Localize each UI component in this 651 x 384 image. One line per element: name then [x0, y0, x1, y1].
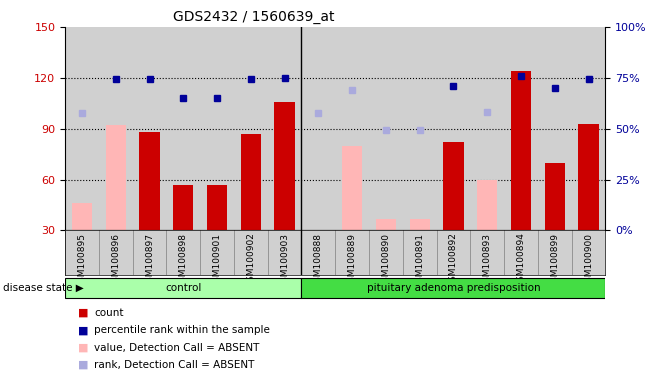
Text: control: control: [165, 283, 202, 293]
Text: GSM100896: GSM100896: [111, 233, 120, 288]
Text: GSM100890: GSM100890: [381, 233, 391, 288]
Bar: [545, 162, 565, 230]
Text: GSM100895: GSM100895: [77, 233, 87, 288]
Text: percentile rank within the sample: percentile rank within the sample: [94, 325, 270, 335]
Text: GSM100892: GSM100892: [449, 233, 458, 288]
Bar: [275, 101, 295, 230]
Bar: [65, 278, 301, 298]
Text: GSM100894: GSM100894: [516, 233, 525, 288]
Text: pituitary adenoma predisposition: pituitary adenoma predisposition: [367, 283, 540, 293]
Text: GSM100893: GSM100893: [483, 233, 492, 288]
Text: GSM100899: GSM100899: [550, 233, 559, 288]
Text: GSM100891: GSM100891: [415, 233, 424, 288]
Text: rank, Detection Call = ABSENT: rank, Detection Call = ABSENT: [94, 360, 255, 370]
Text: ■: ■: [78, 308, 89, 318]
Bar: [139, 132, 159, 230]
Bar: [342, 146, 363, 230]
Text: GSM100902: GSM100902: [246, 233, 255, 288]
Text: ■: ■: [78, 360, 89, 370]
Text: GSM100889: GSM100889: [348, 233, 357, 288]
Text: value, Detection Call = ABSENT: value, Detection Call = ABSENT: [94, 343, 260, 353]
Bar: [511, 71, 531, 230]
Bar: [207, 185, 227, 230]
Bar: [578, 124, 599, 230]
Bar: [443, 142, 464, 230]
Bar: [376, 218, 396, 230]
Text: GSM100897: GSM100897: [145, 233, 154, 288]
Text: ■: ■: [78, 343, 89, 353]
Text: GSM100900: GSM100900: [584, 233, 593, 288]
Text: ■: ■: [78, 325, 89, 335]
Text: GSM100898: GSM100898: [179, 233, 187, 288]
Text: GSM100901: GSM100901: [213, 233, 221, 288]
Text: GDS2432 / 1560639_at: GDS2432 / 1560639_at: [173, 10, 335, 25]
Bar: [105, 125, 126, 230]
Text: disease state ▶: disease state ▶: [3, 283, 84, 293]
Bar: [72, 203, 92, 230]
Text: GSM100903: GSM100903: [280, 233, 289, 288]
Bar: [241, 134, 261, 230]
Bar: [301, 278, 605, 298]
Bar: [409, 218, 430, 230]
Text: GSM100888: GSM100888: [314, 233, 323, 288]
Bar: [173, 185, 193, 230]
Bar: [477, 180, 497, 230]
Text: count: count: [94, 308, 124, 318]
